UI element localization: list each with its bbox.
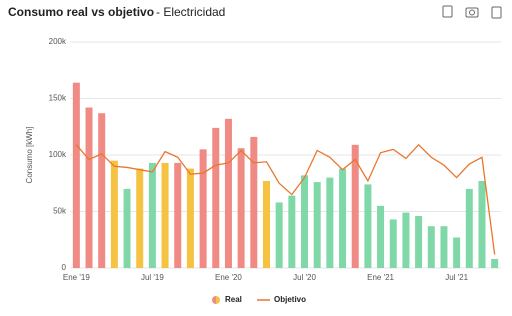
- bar: [415, 216, 423, 268]
- bar: [402, 212, 410, 268]
- bar: [440, 226, 448, 268]
- bar: [72, 82, 80, 269]
- bar: [199, 149, 207, 268]
- bar: [136, 168, 144, 268]
- x-tick-label: Ene '20: [215, 273, 242, 282]
- target-line: [75, 143, 496, 255]
- x-tick-label: Ene '21: [367, 273, 394, 282]
- bar: [389, 219, 397, 268]
- bar: [148, 162, 156, 268]
- bar: [212, 127, 220, 268]
- legend-swatch: [212, 296, 216, 304]
- bar: [351, 144, 359, 268]
- bar: [326, 177, 334, 268]
- bar: [186, 168, 194, 268]
- bar: [313, 182, 321, 268]
- bar: [301, 175, 309, 268]
- y-tick-label: 100k: [49, 150, 67, 159]
- bar: [237, 148, 245, 268]
- bar: [491, 258, 499, 268]
- camera-lens: [469, 9, 475, 16]
- bar: [288, 195, 296, 268]
- bar: [98, 113, 106, 268]
- bar: [339, 168, 347, 268]
- bar: [364, 184, 372, 268]
- y-tick-label: 150k: [49, 94, 67, 103]
- x-tick-label: Ene '19: [63, 273, 90, 282]
- y-tick-label: 200k: [49, 37, 67, 46]
- bar: [262, 180, 270, 268]
- y-axis-label: Consumo [kWh]: [25, 127, 34, 184]
- bar: [478, 180, 486, 268]
- x-tick-label: Jul '21: [445, 273, 468, 282]
- x-tick-label: Jul '19: [141, 273, 164, 282]
- bar: [224, 118, 232, 268]
- toolbar: [442, 5, 502, 19]
- y-tick-label: 0: [62, 263, 67, 272]
- legend-label: Objetivo: [274, 295, 306, 304]
- download-icon[interactable]: [442, 5, 453, 18]
- bar: [85, 107, 93, 268]
- legend-label: Real: [225, 295, 242, 304]
- chart-title: Consumo real vs objetivo: [8, 5, 154, 19]
- bar: [377, 205, 385, 268]
- bar: [453, 237, 461, 268]
- chart-subtitle: - Electricidad: [156, 5, 225, 19]
- camera-icon[interactable]: [465, 7, 479, 18]
- bar: [427, 226, 435, 268]
- legend-swatch: [216, 296, 220, 304]
- bar: [123, 188, 131, 268]
- bar: [174, 162, 182, 268]
- bar: [250, 136, 258, 268]
- bar: [275, 202, 283, 268]
- bar: [110, 160, 118, 268]
- y-tick-label: 50k: [53, 207, 67, 216]
- bar: [465, 188, 473, 268]
- clipboard-icon[interactable]: [491, 6, 502, 19]
- x-tick-label: Jul '20: [293, 273, 316, 282]
- bar: [161, 162, 169, 268]
